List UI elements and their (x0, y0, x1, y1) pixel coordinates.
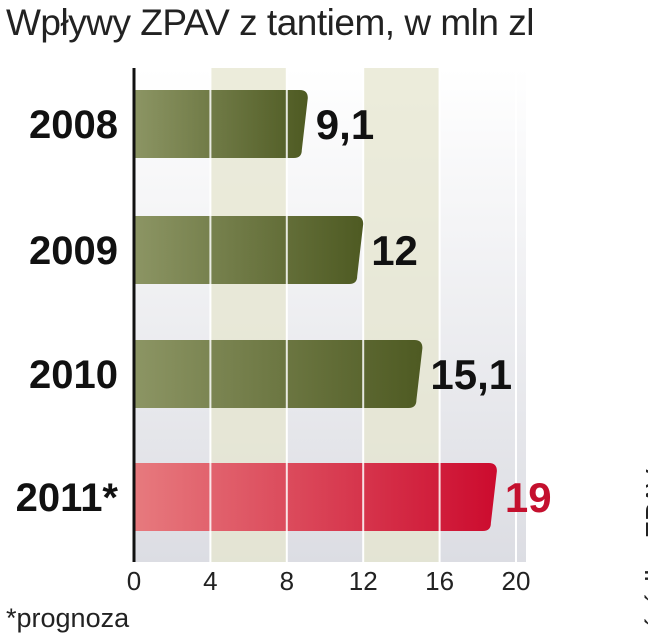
chart-title: Wpływy ZPAV z tantiem, w mln zl (6, 2, 534, 43)
category-label: 2010 (29, 353, 118, 397)
x-tick-label: 8 (280, 566, 294, 596)
bar (134, 90, 308, 158)
axis: 0 4 8 12 16 20 (127, 68, 531, 596)
x-tick-label: 16 (425, 566, 454, 596)
data-label: 12 (371, 227, 418, 274)
bar (134, 463, 497, 531)
category-label: 2011* (16, 476, 119, 520)
bar (134, 216, 364, 284)
data-label: 19 (505, 474, 552, 521)
x-tick-label: 4 (203, 566, 217, 596)
category-label: 2009 (29, 229, 118, 273)
x-tick-label: 12 (349, 566, 378, 596)
category-label: 2008 (29, 103, 118, 147)
source-note: źródło: ZPAV (640, 469, 648, 630)
data-label: 15,1 (430, 351, 512, 398)
footnote: *prognoza (6, 603, 130, 633)
x-tick-label: 0 (127, 566, 141, 596)
bar (134, 340, 423, 408)
x-tick-label: 20 (502, 566, 531, 596)
bars (134, 90, 497, 531)
data-label: 9,1 (316, 101, 374, 148)
labels: 9,1 2008 12 2009 15,1 2010 19 2011* (16, 101, 552, 521)
